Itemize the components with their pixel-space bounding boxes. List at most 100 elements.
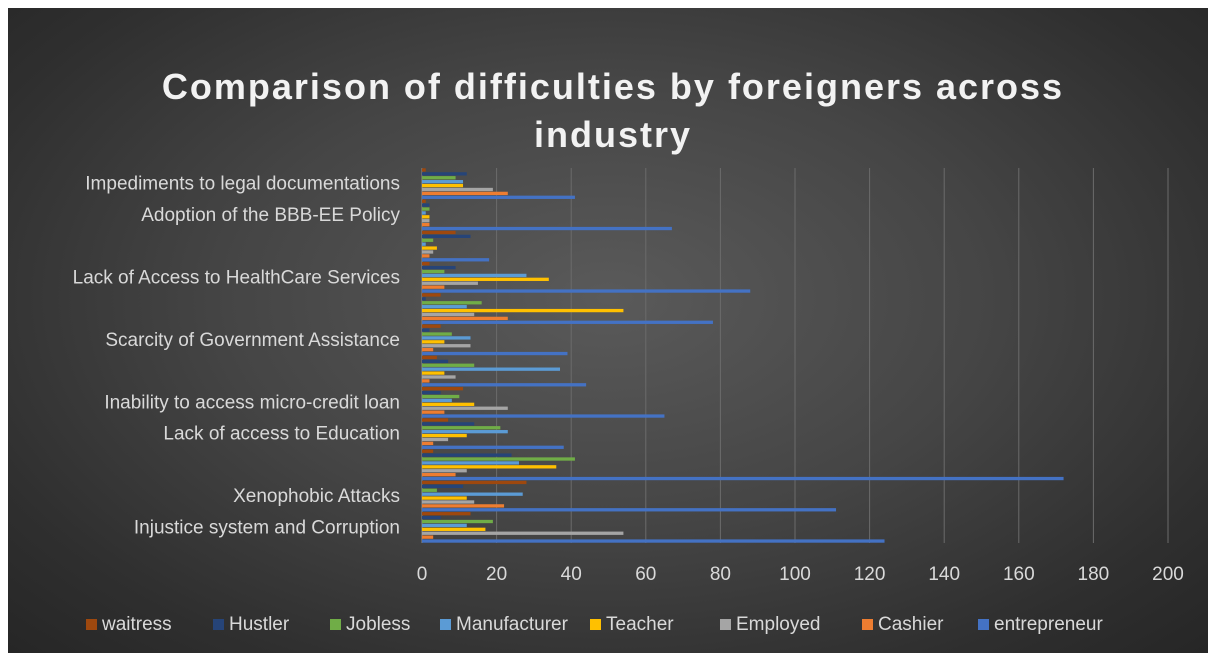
bar-waitress bbox=[422, 355, 437, 360]
bar-teacher bbox=[422, 277, 549, 281]
bar-entrepreneur bbox=[422, 351, 568, 356]
bar-jobless bbox=[422, 519, 493, 524]
x-axis-ticks: 0 20 40 60 80 100 120 140 160 180 200 bbox=[417, 564, 1184, 585]
bar-teacher bbox=[422, 308, 624, 313]
bar-employed bbox=[422, 437, 449, 442]
legend-swatch-cashier bbox=[862, 619, 873, 630]
bar-employed bbox=[422, 219, 430, 223]
bar-teacher bbox=[422, 433, 467, 438]
bar-hustler bbox=[422, 390, 441, 395]
bar-manufacturer bbox=[422, 180, 464, 184]
bar-teacher bbox=[422, 465, 557, 469]
x-tick-label: 0 bbox=[417, 564, 428, 585]
bar-entrepreneur bbox=[422, 320, 713, 324]
bar-employed bbox=[422, 531, 624, 535]
x-tick-label: 80 bbox=[710, 564, 731, 585]
bar-manufacturer bbox=[422, 242, 426, 246]
bar-hustler bbox=[422, 234, 471, 239]
bar-cashier bbox=[422, 316, 508, 321]
legend-swatch-hustler bbox=[213, 619, 224, 630]
bar-cashier bbox=[422, 347, 434, 352]
bar-hustler bbox=[422, 515, 441, 520]
bar-hustler bbox=[422, 172, 467, 176]
bar-manufacturer bbox=[422, 305, 467, 309]
bar-waitress bbox=[422, 387, 464, 391]
bar-manufacturer bbox=[422, 492, 523, 496]
x-tick-label: 100 bbox=[779, 564, 811, 585]
bar-manufacturer bbox=[422, 211, 426, 215]
bar-teacher bbox=[422, 340, 445, 344]
legend-label-teacher: Teacher bbox=[606, 614, 674, 635]
legend-swatch-manufacturer bbox=[440, 619, 451, 630]
bar-manufacturer bbox=[422, 336, 471, 340]
category-label: Lack of Access to HealthCare Services bbox=[73, 267, 400, 288]
legend-swatch-jobless bbox=[330, 619, 341, 630]
bar-jobless bbox=[422, 332, 452, 336]
bar-hustler bbox=[422, 265, 456, 270]
category-label: Xenophobic Attacks bbox=[233, 486, 400, 507]
bar-employed bbox=[422, 375, 456, 379]
bar-employed bbox=[422, 312, 475, 317]
bar-employed bbox=[422, 187, 493, 192]
bar-teacher bbox=[422, 402, 475, 406]
legend-label-entrepreneur: entrepreneur bbox=[994, 614, 1103, 635]
legend-label-hustler: Hustler bbox=[229, 614, 290, 635]
x-tick-label: 40 bbox=[561, 564, 582, 585]
x-tick-label: 140 bbox=[928, 564, 960, 585]
bar-hustler bbox=[422, 359, 449, 364]
bar-waitress bbox=[422, 418, 449, 422]
bar-teacher bbox=[422, 215, 430, 219]
bar-teacher bbox=[422, 496, 467, 500]
bar-entrepreneur bbox=[422, 289, 751, 293]
bar-cashier bbox=[422, 285, 445, 289]
bar-manufacturer bbox=[422, 398, 452, 403]
bar-entrepreneur bbox=[422, 539, 885, 543]
bar-manufacturer bbox=[422, 367, 561, 371]
bar-jobless bbox=[422, 176, 456, 180]
bar-teacher bbox=[422, 183, 464, 188]
bar-chart: Comparison of difficulties by foreigners… bbox=[73, 66, 1184, 635]
bar-manufacturer bbox=[422, 430, 508, 434]
bar-jobless bbox=[422, 394, 460, 399]
bar-manufacturer bbox=[422, 461, 519, 465]
category-label: Injustice system and Corruption bbox=[134, 517, 400, 538]
bar-jobless bbox=[422, 457, 575, 461]
chart-area: Comparison of difficulties by foreigners… bbox=[8, 8, 1208, 653]
bar-cashier bbox=[422, 222, 430, 227]
bar-entrepreneur bbox=[422, 414, 665, 418]
bar-waitress bbox=[422, 449, 434, 453]
bar-waitress bbox=[422, 480, 527, 485]
bar-waitress bbox=[422, 293, 441, 297]
bar-entrepreneur bbox=[422, 508, 837, 512]
legend: waitress Hustler Jobless Manufacturer Teache… bbox=[86, 614, 1103, 635]
category-label: Lack of access to Education bbox=[163, 424, 400, 445]
bar-jobless bbox=[422, 238, 434, 242]
bar-jobless bbox=[422, 426, 501, 430]
bar-waitress bbox=[422, 512, 471, 516]
bar-waitress bbox=[422, 168, 426, 172]
bar-cashier bbox=[422, 441, 434, 446]
bar-employed bbox=[422, 250, 434, 254]
bar-entrepreneur bbox=[422, 258, 490, 262]
bar-jobless bbox=[422, 301, 482, 305]
bar-cashier bbox=[422, 472, 456, 477]
x-tick-label: 180 bbox=[1078, 564, 1110, 585]
bar-cashier bbox=[422, 254, 430, 258]
bars-group bbox=[422, 168, 1064, 543]
chart-title-line-2: industry bbox=[534, 114, 692, 155]
bar-waitress bbox=[422, 262, 430, 266]
bar-hustler bbox=[422, 328, 430, 332]
bar-teacher bbox=[422, 371, 445, 375]
bar-waitress bbox=[422, 230, 456, 235]
bar-cashier bbox=[422, 191, 508, 196]
bar-entrepreneur bbox=[422, 226, 672, 231]
x-tick-label: 20 bbox=[486, 564, 507, 585]
bar-waitress bbox=[422, 324, 441, 328]
legend-swatch-teacher bbox=[590, 619, 601, 630]
bar-employed bbox=[422, 344, 471, 348]
category-label: Scarcity of Government Assistance bbox=[105, 330, 400, 351]
bar-teacher bbox=[422, 527, 486, 531]
bar-cashier bbox=[422, 535, 434, 539]
bar-employed bbox=[422, 500, 475, 504]
legend-label-employed: Employed bbox=[736, 614, 821, 635]
